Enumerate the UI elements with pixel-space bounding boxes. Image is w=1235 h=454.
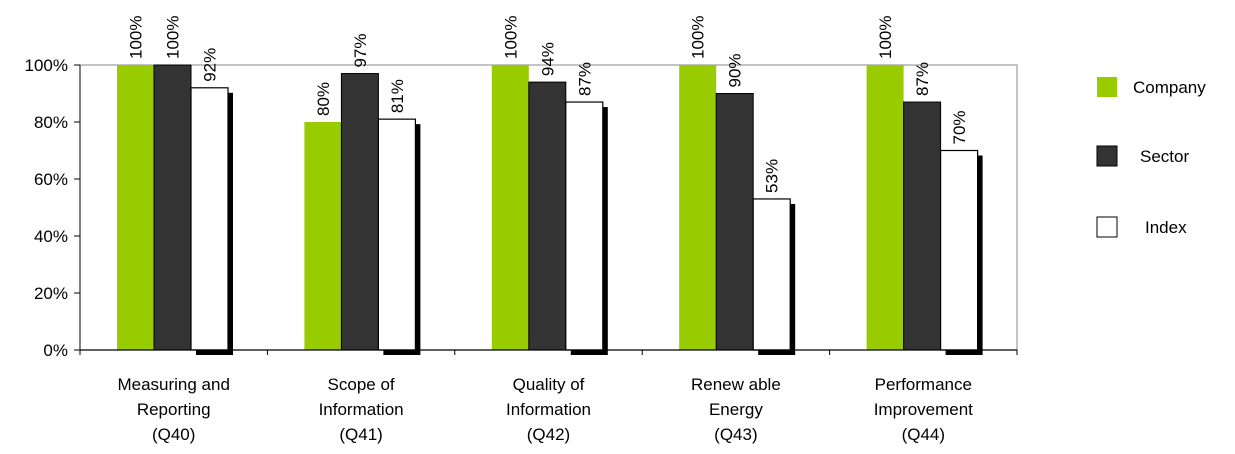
legend-swatch-sector: [1096, 145, 1118, 167]
data-label: 100%: [164, 16, 183, 59]
x-category-label: Renew able: [691, 375, 781, 394]
bar-company: [304, 122, 342, 350]
y-tick-label: 60%: [34, 170, 68, 189]
x-category-label: (Q42): [527, 425, 570, 444]
data-label: 100%: [876, 16, 895, 59]
x-category-label: (Q40): [152, 425, 195, 444]
data-label: 80%: [314, 82, 333, 116]
y-tick-label: 0%: [43, 341, 68, 360]
bar-company: [491, 65, 529, 350]
data-label: 100%: [501, 16, 520, 59]
bar-index: [377, 118, 416, 351]
bar-sector: [903, 101, 942, 351]
bar-company: [679, 65, 717, 350]
data-label: 87%: [575, 62, 594, 96]
y-tick-label: 80%: [34, 113, 68, 132]
legend: Company Sector Index: [1096, 77, 1206, 238]
x-category-label: Scope of: [328, 375, 395, 394]
legend-swatch-company: [1097, 77, 1117, 97]
bar-index: [565, 101, 604, 351]
legend-label-index: Index: [1145, 218, 1187, 237]
data-label: 100%: [127, 16, 146, 59]
data-label: 70%: [950, 110, 969, 144]
data-label: 87%: [913, 62, 932, 96]
x-category-label: Information: [506, 400, 591, 419]
bar-sector: [340, 73, 379, 351]
y-tick-label: 100%: [25, 56, 68, 75]
data-label: 100%: [689, 16, 708, 59]
x-category-label: Information: [319, 400, 404, 419]
x-category-label: Energy: [709, 400, 763, 419]
data-label: 92%: [201, 48, 220, 82]
bar-index: [939, 149, 979, 351]
x-category-label: Reporting: [137, 400, 211, 419]
bar-index: [752, 198, 791, 351]
x-category-label: Improvement: [874, 400, 973, 419]
bar-sector: [715, 93, 754, 351]
x-category-label: Performance: [875, 375, 972, 394]
bar-company: [117, 65, 154, 350]
data-label: 94%: [538, 42, 557, 76]
x-category-label: Quality of: [513, 375, 585, 394]
data-labels: 100% 100% 92% 80% 97% 81% 100% 94% 87% 100% 90% 53%…: [127, 16, 970, 193]
legend-swatch-index: [1096, 216, 1118, 238]
bars: [117, 64, 983, 356]
bar-company: [866, 65, 904, 350]
x-category-label: (Q43): [714, 425, 757, 444]
data-label: 90%: [726, 53, 745, 87]
x-category-label: (Q44): [902, 425, 945, 444]
x-axis: Measuring and Reporting (Q40) Scope of Infor…: [79, 349, 1018, 444]
bar-sector: [153, 64, 192, 351]
legend-label-company: Company: [1133, 78, 1206, 97]
data-label: 97%: [351, 34, 370, 68]
bar-sector: [528, 81, 567, 351]
data-label: 81%: [388, 79, 407, 113]
data-label: 53%: [763, 159, 782, 193]
x-category-label: (Q41): [339, 425, 382, 444]
x-category-label: Measuring and: [117, 375, 229, 394]
y-tick-label: 40%: [34, 227, 68, 246]
y-axis: 0% 20% 40% 60% 80% 100%: [25, 56, 81, 360]
y-tick-label: 20%: [34, 284, 68, 303]
legend-label-sector: Sector: [1140, 147, 1189, 166]
bar-index: [190, 87, 229, 351]
